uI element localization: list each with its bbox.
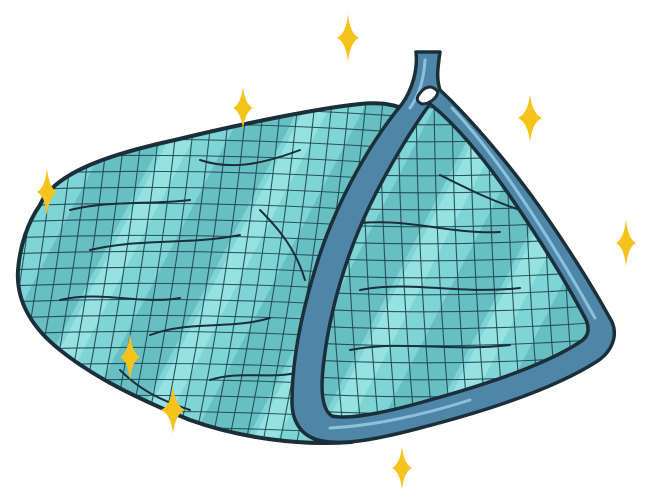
mesh-line <box>17 442 410 444</box>
wrinkle <box>199 149 301 167</box>
sparkle-icon <box>392 446 412 490</box>
sparkle-icon <box>161 386 185 434</box>
mesh-line <box>222 103 284 444</box>
net-frame <box>290 50 617 445</box>
sparkle-icon <box>616 219 636 267</box>
mesh-line <box>614 70 634 460</box>
sparkles <box>37 14 636 490</box>
highlight-stripe <box>396 88 602 430</box>
net-opening-wrinkles <box>344 174 521 351</box>
wrinkle <box>209 371 301 381</box>
mesh-line <box>188 103 250 444</box>
mesh-line <box>273 103 335 444</box>
mesh-line <box>0 459 440 471</box>
sparkle-icon <box>233 86 253 130</box>
sparkle-icon <box>120 333 140 381</box>
wrinkle <box>89 234 241 251</box>
wrinkle <box>59 295 181 301</box>
mesh-line <box>310 88 602 92</box>
wrinkle <box>149 317 271 336</box>
wrinkle <box>344 221 501 234</box>
mesh-line <box>0 75 440 87</box>
wrinkle <box>359 285 521 291</box>
wrinkle <box>69 199 191 211</box>
mesh-line <box>595 88 602 430</box>
sparkle-icon <box>337 14 359 62</box>
mesh-line <box>0 80 11 470</box>
net-body-wrinkles <box>59 149 306 411</box>
mesh-line <box>632 70 649 460</box>
mesh-line <box>577 88 599 430</box>
sparkle-icon <box>518 94 542 142</box>
wrinkle <box>119 369 191 411</box>
wrinkle <box>259 209 306 281</box>
highlight-stripe <box>101 103 385 444</box>
shade-stripe <box>560 88 602 430</box>
wrinkle <box>349 344 511 351</box>
mesh-line <box>239 103 301 444</box>
wrinkle <box>439 174 521 211</box>
net-frame-stem-notch <box>415 85 440 106</box>
mesh-line <box>205 103 267 444</box>
net-frame-highlight <box>328 58 597 430</box>
mesh-line <box>290 64 640 74</box>
mesh-line <box>256 103 318 444</box>
net-frame-icon <box>290 50 617 445</box>
sparkle-icon <box>37 168 57 216</box>
highlight-stripe <box>616 0 649 501</box>
